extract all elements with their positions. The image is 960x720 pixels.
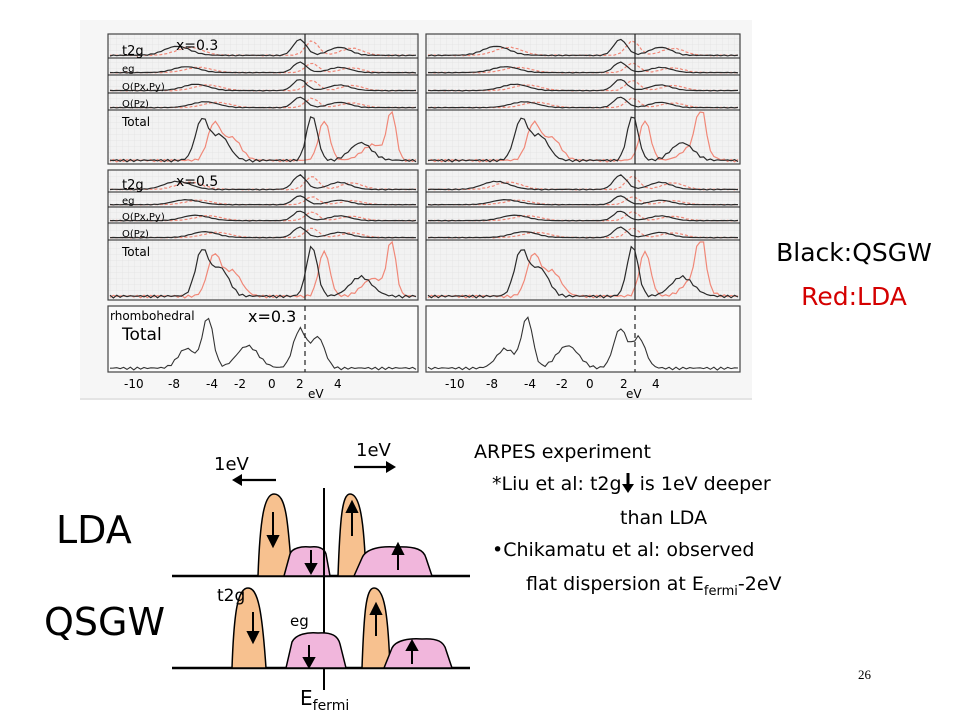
page-number: 26 xyxy=(858,667,871,682)
qsgw-t2g-down-peak xyxy=(231,587,267,669)
dos-row-label-eg: eg xyxy=(122,196,135,207)
efermi-label: Efermi xyxy=(300,686,349,714)
dos-xlabel-1: eV xyxy=(626,387,642,400)
dos-block-title-x03: x=0.3 xyxy=(176,38,218,54)
dos-xtick-1-2: -4 xyxy=(524,377,536,391)
dos-panel-rhombo-col0 xyxy=(107,305,419,373)
shift-right-arrow xyxy=(354,461,396,473)
dos-xtick-0-3: -2 xyxy=(234,377,246,391)
arpes-liu-line: *Liu et al: t2g is 1eV deeper xyxy=(492,472,771,496)
band-schematic xyxy=(172,461,470,690)
lda-eg-down-peak xyxy=(283,546,331,577)
shift-right-label: 1eV xyxy=(356,440,391,461)
t2g-label: t2g xyxy=(217,586,246,606)
legend-qsgw: Black:QSGW xyxy=(776,238,932,267)
dos-comparison-figure: t2g eg O(Px,Py) O(Pz) Total x=0.3 t2g eg O(Px,Py… xyxy=(80,20,752,400)
dos-row-label-opz: O(Pz) xyxy=(122,229,149,240)
down-arrow-icon xyxy=(621,473,634,493)
arpes-flat-line: flat dispersion at Efermi-2eV xyxy=(526,572,782,604)
efermi-main: E xyxy=(300,686,313,710)
dos-xtick-1-1: -8 xyxy=(486,377,498,391)
arpes-chikamatu-line: •Chikamatu et al: observed xyxy=(492,538,754,562)
arpes-flat-text: flat dispersion at E xyxy=(526,573,704,595)
qsgw-eg-up-peak xyxy=(382,638,454,669)
arpes-liu-end: is 1eV deeper xyxy=(633,473,771,495)
dos-rhombo-label: rhombohedral xyxy=(110,309,195,323)
dos-xtick-0-1: -8 xyxy=(168,377,180,391)
dos-row-label-eg: eg xyxy=(122,64,135,75)
dos-row-label-total: Total xyxy=(121,245,150,259)
dos-block-title-x05: x=0.5 xyxy=(176,174,218,190)
dos-row-label-total: Total xyxy=(121,115,150,129)
lda-label: LDA xyxy=(56,508,132,552)
dos-xtick-1-4: 0 xyxy=(586,377,594,391)
arpes-liu-text: *Liu et al: t2g xyxy=(492,473,622,495)
arpes-than-lda: than LDA xyxy=(620,507,708,529)
dos-xtick-0-2: -4 xyxy=(206,377,218,391)
efermi-sub: fermi xyxy=(312,698,350,714)
dos-rhombo-x: x=0.3 xyxy=(248,307,296,326)
dos-xtick-0-4: 0 xyxy=(268,377,276,391)
dos-xtick-0-6: 4 xyxy=(334,377,342,391)
qsgw-eg-down-peak xyxy=(285,632,347,669)
shift-left-label: 1eV xyxy=(214,454,249,475)
shift-left-arrow xyxy=(232,474,276,486)
dos-xtick-1-3: -2 xyxy=(556,377,568,391)
arpes-title: ARPES experiment xyxy=(474,441,651,463)
lda-eg-up-peak xyxy=(352,546,434,577)
dos-row-label-t2g: t2g xyxy=(122,44,144,59)
qsgw-label: QSGW xyxy=(44,600,166,644)
dos-panel-rhombo-col1 xyxy=(425,305,741,373)
arpes-flat-end: -2eV xyxy=(737,573,782,595)
bullet-icon: • xyxy=(492,539,504,561)
dos-xtick-0-0: -10 xyxy=(124,377,144,391)
eg-label: eg xyxy=(290,612,309,630)
dos-xtick-0-5: 2 xyxy=(296,377,304,391)
dos-xlabel-0: eV xyxy=(308,387,324,400)
dos-xtick-1-5: 2 xyxy=(620,377,628,391)
arpes-chikamatu-text: Chikamatu et al: observed xyxy=(503,539,755,561)
arpes-flat-sub: fermi xyxy=(703,583,738,599)
dos-row-label-opz: O(Pz) xyxy=(122,99,149,110)
dos-rhombo-total: Total xyxy=(121,325,162,345)
dos-row-label-t2g: t2g xyxy=(122,178,144,193)
legend-lda: Red:LDA xyxy=(801,282,907,311)
dos-row-label-opxpy: O(Px,Py) xyxy=(122,212,165,223)
dos-xtick-1-0: -10 xyxy=(445,377,465,391)
dos-row-label-opxpy: O(Px,Py) xyxy=(122,82,165,93)
dos-xtick-1-6: 4 xyxy=(652,377,660,391)
